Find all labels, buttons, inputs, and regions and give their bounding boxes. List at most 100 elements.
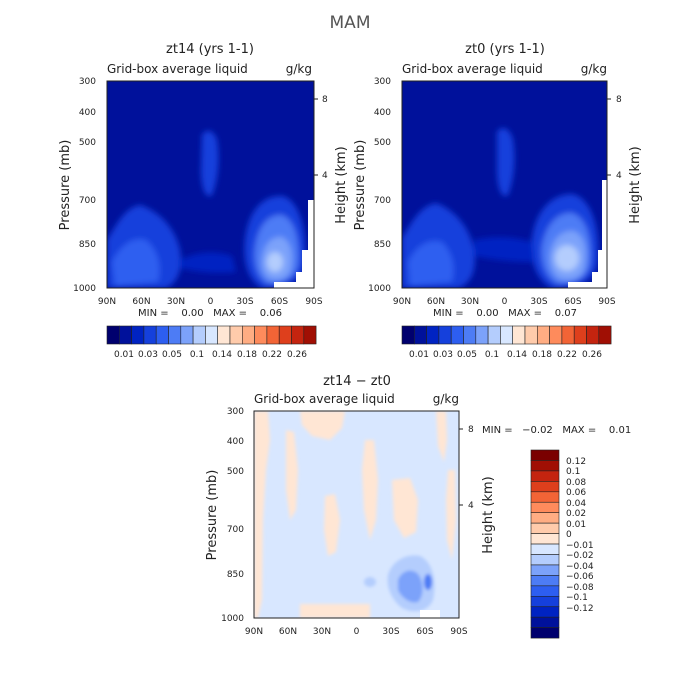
min-max-stats: MIN = −0.02 MAX = 0.01 <box>482 425 631 436</box>
colorbar-swatch <box>155 325 169 345</box>
y2-tick-label: 4 <box>468 501 474 511</box>
negative-anomaly-spot <box>364 577 376 587</box>
positive-anomaly-patch <box>324 494 340 556</box>
panel-zt14: zt14 (yrs 1-1) Grid-box average liquid g… <box>58 42 349 360</box>
panel-units: g/kg <box>286 62 312 76</box>
colorbar-label: 0.04 <box>566 499 586 509</box>
panel-title: zt14 − zt0 <box>323 374 391 389</box>
colorbar-swatch <box>573 325 587 345</box>
colorbar-label: 0.14 <box>212 350 232 360</box>
x-tick-label: 60S <box>416 627 433 637</box>
colorbar-swatch <box>401 325 415 345</box>
colorbar-swatch <box>530 606 560 618</box>
colorbar-swatch <box>192 325 206 345</box>
colorbar-label: 0 <box>566 530 572 540</box>
colorbar-swatch <box>303 325 317 345</box>
colorbar-swatch <box>242 325 255 345</box>
x-tick-label: 90N <box>245 627 263 637</box>
heatmap-field <box>402 81 607 288</box>
y-tick-label: 1000 <box>221 614 244 624</box>
x-tick-label: 90N <box>98 297 116 307</box>
colorbar-labels: 0.01 0.03 0.05 0.1 0.14 0.18 0.22 0.26 <box>114 350 307 360</box>
x-tick-label: 90S <box>305 297 322 307</box>
colorbar-label: 0.03 <box>138 350 158 360</box>
colorbar-label: 0.01 <box>566 520 586 530</box>
colorbar-swatch <box>561 325 575 345</box>
y-tick-label: 500 <box>374 138 391 148</box>
colorbar-swatches <box>401 325 612 345</box>
colorbar-swatch <box>119 325 132 345</box>
colorbar-label: 0.01 <box>114 350 134 360</box>
positive-anomaly-patch <box>300 604 370 618</box>
colorbar-label: 0.26 <box>582 350 602 360</box>
negative-anomaly-core <box>398 570 423 603</box>
min-max-stats: MIN = 0.00 MAX = 0.07 <box>433 308 577 319</box>
colorbar-swatch <box>524 325 538 345</box>
y2-axis-label: Height (km) <box>628 146 643 223</box>
missing-data-region <box>274 200 314 288</box>
y-tick-label: 850 <box>227 570 244 580</box>
colorbar-label: 0.08 <box>566 478 586 488</box>
colorbar-swatch <box>530 449 560 461</box>
colorbar-label: −0.1 <box>566 593 588 603</box>
x-tick-label: 30S <box>382 627 399 637</box>
heatmap-field <box>107 81 314 288</box>
y-tick-label: 500 <box>79 138 96 148</box>
colorbar-label: 0.05 <box>457 350 477 360</box>
x-tick-label: 90S <box>450 627 467 637</box>
colorbar-swatch <box>530 595 560 608</box>
contour-band-equator <box>201 130 219 197</box>
colorbar-swatch <box>530 512 560 524</box>
colorbar-swatch <box>450 325 464 345</box>
y2-tick-label: 4 <box>616 171 622 181</box>
panel-units: g/kg <box>433 392 459 406</box>
colorbar-label: 0.01 <box>409 350 429 360</box>
x-axis: 90N 60N 30N 0 30S 60S 90S <box>245 627 468 637</box>
colorbar-swatch <box>475 325 489 345</box>
colorbar-swatch <box>106 325 120 345</box>
y-axis-right: 8 4 Height (km) <box>459 425 496 554</box>
y-tick-label: 700 <box>374 196 391 206</box>
plot-frame <box>401 80 608 289</box>
panel-subtitle: Grid-box average liquid <box>254 392 395 406</box>
y-tick-label: 400 <box>374 108 391 118</box>
y-tick-label: 500 <box>227 467 244 477</box>
colorbar-swatches <box>530 449 560 639</box>
y-axis-label: Pressure (mb) <box>205 470 220 561</box>
colorbar-swatch <box>530 627 560 639</box>
x-axis: 90N 60N 30N 0 30S 60S 90S <box>393 297 616 307</box>
colorbar-swatch <box>217 325 231 345</box>
colorbar-swatch <box>530 481 560 493</box>
y-axis-label: Pressure (mb) <box>58 140 73 231</box>
y-tick-label: 700 <box>79 196 96 206</box>
y-axis-right: 8 4 Height (km) <box>314 95 349 224</box>
panel-title: zt14 (yrs 1-1) <box>166 42 254 57</box>
x-tick-label: 90S <box>598 297 615 307</box>
colorbar-swatch <box>530 470 560 482</box>
colorbar-swatch <box>438 325 452 345</box>
panel-difference: zt14 − zt0 Grid-box average liquid g/kg <box>205 374 631 639</box>
colorbar-swatch <box>266 325 280 345</box>
plot-frame <box>253 410 460 619</box>
y-axis-right: 8 4 Height (km) <box>607 95 643 224</box>
y2-axis-label: Height (km) <box>334 146 349 223</box>
y2-tick-label: 8 <box>322 95 328 105</box>
x-tick-label: 60N <box>279 627 297 637</box>
colorbar-swatch <box>530 501 560 513</box>
positive-anomaly-patch <box>446 470 456 560</box>
colorbar: 0.01 0.03 0.05 0.1 0.14 0.18 0.22 0.26 <box>401 325 612 360</box>
colorbar-label: −0.06 <box>566 572 594 582</box>
y-axis-left: 300 400 500 700 850 1000 Pressure (mb) <box>205 407 244 624</box>
x-tick-label: 0 <box>208 297 214 307</box>
missing-data-region <box>568 180 607 288</box>
positive-anomaly-patch <box>300 411 345 440</box>
colorbar-swatch <box>512 325 526 345</box>
negative-anomaly-core-small <box>424 574 432 590</box>
x-tick-label: 60N <box>132 297 150 307</box>
contour-band-low-nh-inner <box>408 240 454 286</box>
colorbar-swatch <box>530 564 560 576</box>
x-tick-label: 60S <box>564 297 581 307</box>
colorbar-swatch <box>413 325 427 345</box>
colorbar-label: 0.1 <box>485 350 499 360</box>
colorbar-label: −0.02 <box>566 551 594 561</box>
